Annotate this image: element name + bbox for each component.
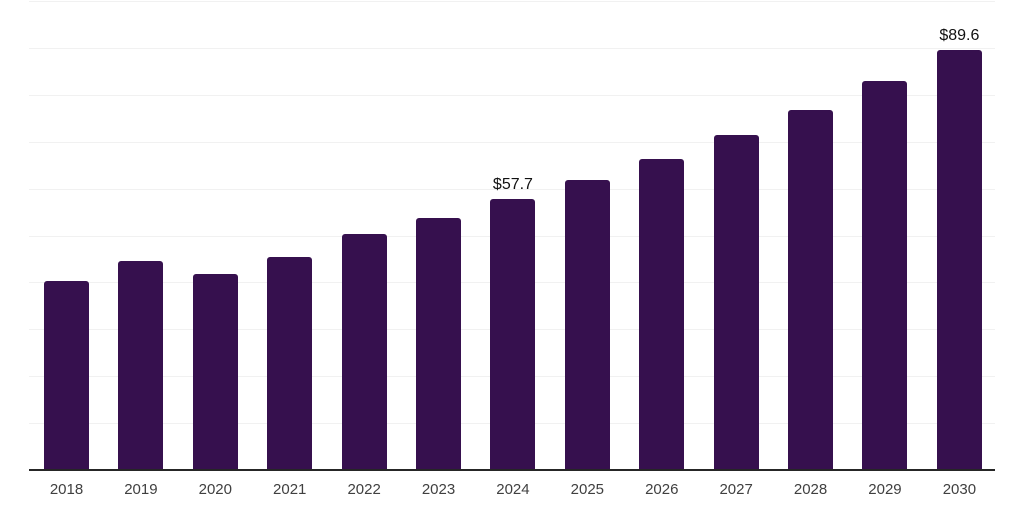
bar-column: 2021 bbox=[267, 1, 313, 498]
bar bbox=[416, 217, 462, 470]
bar-column: $89.6 2030 bbox=[936, 1, 982, 498]
x-axis-tick-label: 2029 bbox=[868, 481, 902, 498]
x-axis-tick-label: 2024 bbox=[496, 481, 530, 498]
bar bbox=[862, 81, 908, 470]
bar bbox=[564, 180, 610, 470]
x-axis-tick-label: 2020 bbox=[198, 481, 232, 498]
bar bbox=[639, 159, 685, 470]
bar-column: 2023 bbox=[416, 1, 462, 498]
bar-column: 2019 bbox=[118, 1, 164, 498]
bar-column: 2029 bbox=[862, 1, 908, 498]
x-axis-tick-label: 2021 bbox=[273, 481, 307, 498]
bar-column: 2020 bbox=[192, 1, 238, 498]
bar-series: 2018 2019 2020 2021 2022 2023 $57.7 bbox=[44, 1, 982, 498]
gridline bbox=[29, 141, 995, 143]
bar-value-label: $89.6 bbox=[939, 26, 980, 44]
bar-column: 2027 bbox=[713, 1, 759, 498]
x-axis-tick-label: 2030 bbox=[942, 481, 977, 498]
bar bbox=[118, 260, 164, 470]
bar-column: 2025 bbox=[564, 1, 610, 498]
x-axis-tick-label: 2025 bbox=[570, 481, 605, 498]
x-axis-tick-label: 2023 bbox=[421, 481, 456, 498]
bar bbox=[44, 280, 89, 470]
x-axis-tick-label: 2018 bbox=[49, 481, 84, 498]
gridline bbox=[29, 47, 995, 49]
bar-column: 2022 bbox=[341, 1, 387, 498]
bar-value-label: $57.7 bbox=[492, 176, 533, 194]
bar-column: 2018 bbox=[44, 1, 89, 498]
x-axis-tick-label: 2027 bbox=[719, 481, 753, 498]
gridline bbox=[29, 1, 995, 2]
x-axis-tick-label: 2022 bbox=[347, 481, 381, 498]
x-axis-tick-label: 2028 bbox=[793, 481, 828, 498]
bar: $89.6 bbox=[936, 27, 982, 470]
bar-column: $57.7 2024 bbox=[490, 1, 536, 498]
gridline bbox=[29, 94, 995, 96]
x-axis-tick-label: 2019 bbox=[124, 481, 158, 498]
bar bbox=[267, 256, 313, 470]
bar: $57.7 bbox=[490, 176, 536, 470]
x-axis-tick-label: 2026 bbox=[645, 481, 679, 498]
bar bbox=[788, 109, 834, 470]
bar bbox=[192, 274, 238, 470]
x-axis-line bbox=[29, 469, 995, 471]
bar bbox=[713, 135, 759, 470]
bar-column: 2026 bbox=[639, 1, 685, 498]
gridline bbox=[29, 188, 995, 190]
bar-column: 2028 bbox=[788, 1, 834, 498]
bar bbox=[341, 234, 387, 470]
plot-area: 2018 2019 2020 2021 2022 2023 $57.7 bbox=[29, 1, 995, 498]
